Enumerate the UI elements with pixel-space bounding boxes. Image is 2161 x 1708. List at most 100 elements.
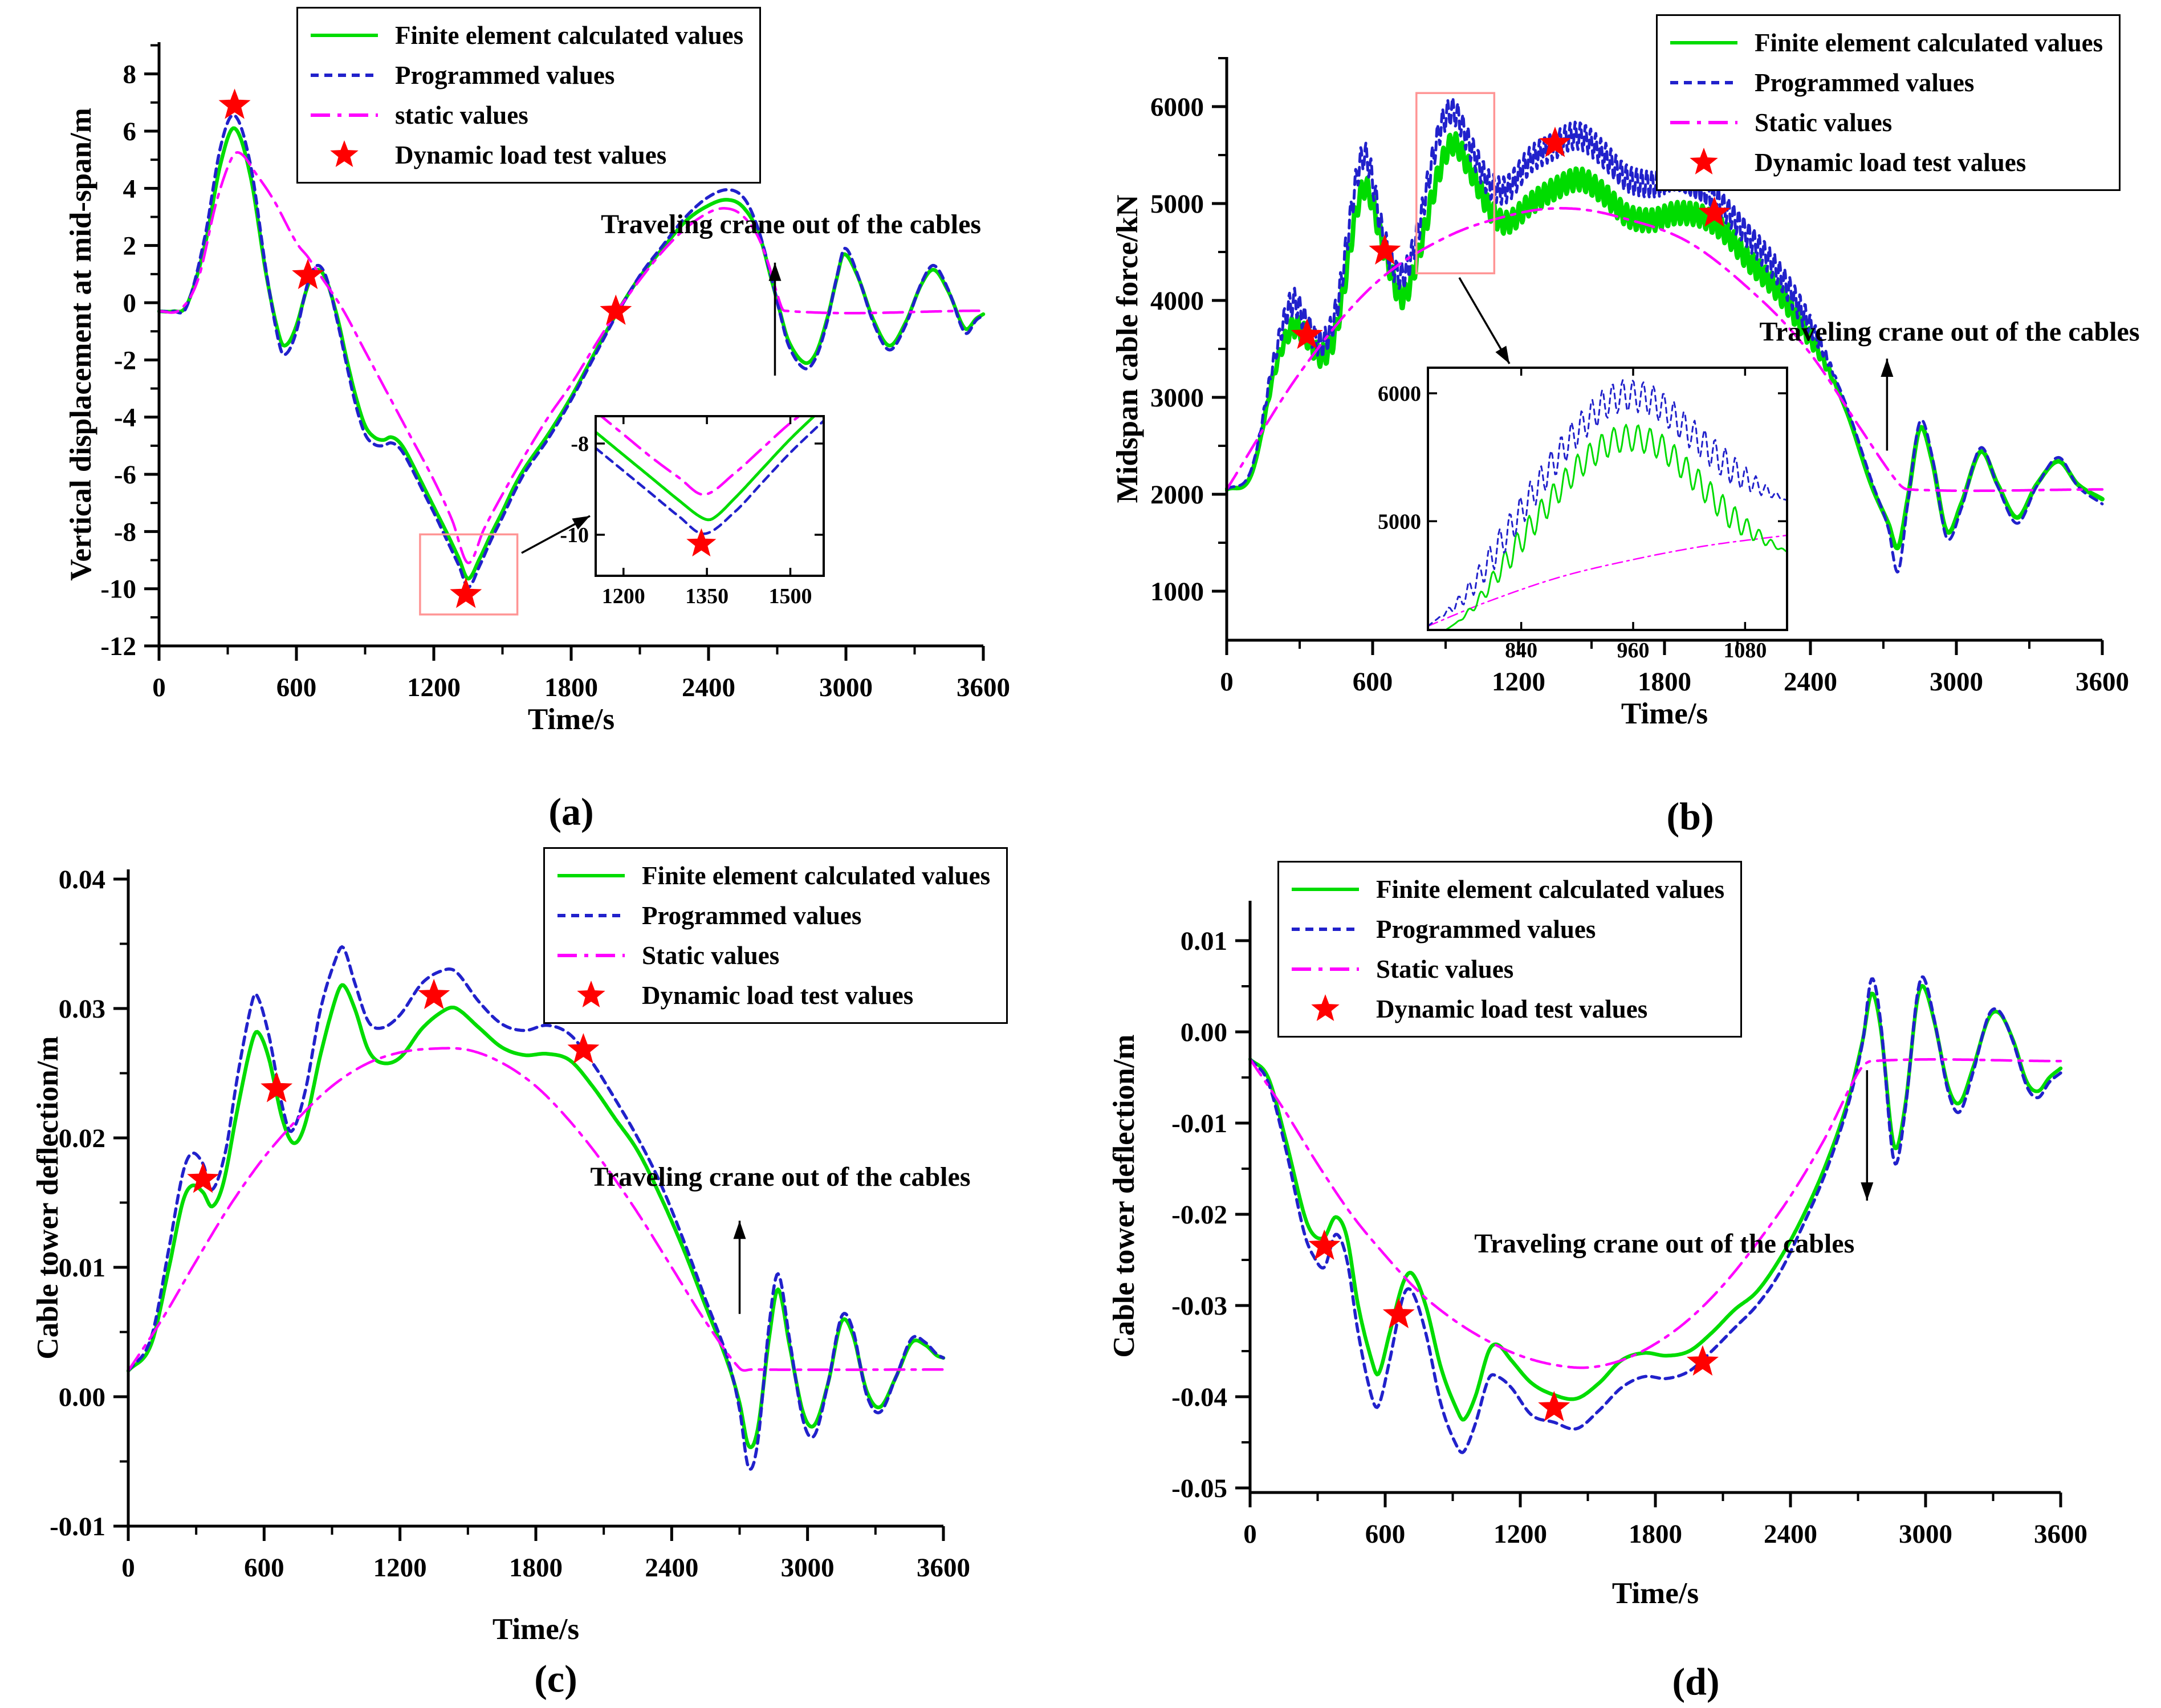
- legend-label: Dynamic load test values: [642, 981, 914, 1010]
- dashdot-line-icon: [1292, 967, 1359, 971]
- y-tick-label: -0.03: [1171, 1291, 1227, 1321]
- inset-frame: [595, 415, 825, 577]
- inset-b: 840 960 1080 5000 6000: [1378, 367, 1788, 662]
- y-tick-label: -0.02: [1171, 1200, 1227, 1230]
- star-icon: [330, 140, 359, 167]
- x-tick-label: 1200: [1492, 667, 1545, 697]
- legend-item-static: Static values: [556, 937, 990, 974]
- dynamic-load-test-star: [450, 578, 482, 608]
- y-tick-label: -10: [100, 575, 136, 604]
- y-tick-label: -12: [100, 632, 136, 661]
- inset-plot-area: [1428, 379, 1787, 630]
- dynamic-load-test-star: [292, 258, 324, 290]
- arrow-head: [1881, 359, 1894, 377]
- inset-plot-area: [596, 416, 824, 535]
- y-axis-title-b: Midspan cable force/kN: [1111, 194, 1144, 503]
- legend-item-finite_element: Finite element calculated values: [310, 17, 743, 54]
- star-icon: [1690, 148, 1718, 174]
- panel-a-chart: 1200 1350 1500 -8 -10 0 600 1200 1800 2400 3000 360…: [100, 42, 1010, 702]
- legend-label: Programmed values: [642, 901, 862, 930]
- y-tick-label: 0.03: [59, 994, 105, 1024]
- inset-frame: [1427, 367, 1788, 631]
- dashdot-line-icon: [557, 954, 625, 957]
- x-tick-label: 3000: [819, 673, 873, 702]
- y-tick-label: 0.01: [1181, 926, 1227, 956]
- x-tick-label: 0: [121, 1553, 135, 1583]
- x-tick-label: 3600: [957, 673, 1010, 702]
- dynamic-load-test-star: [1382, 1298, 1415, 1328]
- x-tick-label: 3000: [781, 1553, 835, 1583]
- y-tick-label: 0.01: [59, 1253, 105, 1283]
- legend-label: Finite element calculated values: [642, 861, 991, 890]
- dynamic-load-test-star: [1291, 318, 1323, 349]
- legend-item-test: Dynamic load test values: [310, 136, 743, 174]
- annotation-text: Traveling crane out of the cables: [1474, 1229, 1854, 1259]
- dynamic-load-test-star: [187, 1162, 219, 1193]
- finite-element-curve: [157, 126, 986, 581]
- legend-d: Finite element calculated values Programm…: [1277, 861, 1743, 1038]
- legend-swatch: [1291, 913, 1360, 945]
- x-tick-label: 1800: [1629, 1519, 1682, 1549]
- legend-b: Finite element calculated values Programm…: [1656, 14, 2121, 191]
- y-tick-label: 6000: [1150, 92, 1204, 122]
- y-tick-label: 3000: [1150, 383, 1204, 413]
- inset-static-curve: [1428, 534, 1787, 627]
- legend-label: Static values: [1755, 108, 1893, 137]
- inset-x-tick-label: 1200: [602, 584, 645, 608]
- panel-label-d: (d): [1672, 1660, 1720, 1703]
- panel-label-b: (b): [1666, 794, 1714, 838]
- legend-swatch: [556, 900, 626, 932]
- annotation-text: Traveling crane out of the cables: [1760, 316, 2140, 347]
- star-icon: [577, 981, 605, 1007]
- y-tick-label: 4: [123, 174, 137, 204]
- static-curve: [157, 151, 985, 564]
- y-tick-label: 8: [123, 60, 137, 90]
- solid-line-icon: [557, 874, 625, 877]
- y-tick-label: 2: [123, 231, 137, 261]
- axes-b: 0 600 1200 1800 2400 3000 3600 1000 2000 3000 4000…: [1150, 57, 2129, 697]
- plot-area-b: [1225, 96, 2105, 574]
- programmed-curve: [157, 113, 985, 589]
- legend-item-finite_element: Finite element calculated values: [1291, 871, 1724, 908]
- legend-label: Dynamic load test values: [1755, 148, 2026, 177]
- y-tick-label: 0.00: [1181, 1018, 1227, 1047]
- y-axis-title-d: Cable tower deflection/m: [1108, 1034, 1141, 1358]
- x-tick-label: 1800: [509, 1553, 563, 1583]
- static-curve: [1225, 207, 2104, 493]
- dynamic-load-test-star: [1308, 1229, 1341, 1260]
- static-curve: [1248, 1058, 2062, 1369]
- panel-c-chart: 0 600 1200 1800 2400 3000 3600 -0.01 0.00 0.01 0.0…: [50, 865, 970, 1583]
- legend-label: Programmed values: [395, 61, 615, 90]
- legend-item-static: Static values: [1291, 950, 1724, 988]
- legend-label: Dynamic load test values: [395, 141, 667, 169]
- annotation-text: Traveling crane out of the cables: [601, 209, 981, 239]
- zoom-region-box: [419, 533, 519, 616]
- dashed-line-icon: [1670, 81, 1737, 84]
- x-tick-label: 2400: [645, 1553, 698, 1583]
- dynamic-load-test-star: [1539, 127, 1571, 157]
- x-tick-label: 3600: [917, 1553, 970, 1583]
- legend-swatch: [310, 99, 379, 131]
- panel-label-c: (c): [534, 1657, 577, 1701]
- x-tick-label: 0: [152, 673, 166, 702]
- annotation-text: Traveling crane out of the cables: [590, 1162, 970, 1192]
- legend-a: Finite element calculated values Programm…: [296, 7, 762, 184]
- y-tick-label: 0: [123, 288, 137, 318]
- dashed-line-icon: [557, 914, 625, 917]
- arrow-head: [1495, 345, 1509, 364]
- x-tick-label: 1800: [1638, 667, 1691, 697]
- x-tick-label: 1200: [373, 1553, 427, 1583]
- y-tick-label: -8: [114, 517, 136, 547]
- inset-background: [1428, 368, 1787, 630]
- y-tick-label: 0.04: [59, 865, 105, 894]
- x-axis-title-d: Time/s: [1611, 1577, 1699, 1610]
- legend-swatch: [310, 139, 379, 171]
- x-tick-label: 0: [1220, 667, 1234, 697]
- legend-item-programmed: Programmed values: [1291, 910, 1724, 948]
- x-axis-title-c: Time/s: [492, 1613, 580, 1646]
- arrow-head: [572, 516, 590, 530]
- star-icon: [577, 981, 605, 1007]
- y-tick-label: -6: [114, 460, 136, 490]
- legend-swatch: [310, 19, 379, 51]
